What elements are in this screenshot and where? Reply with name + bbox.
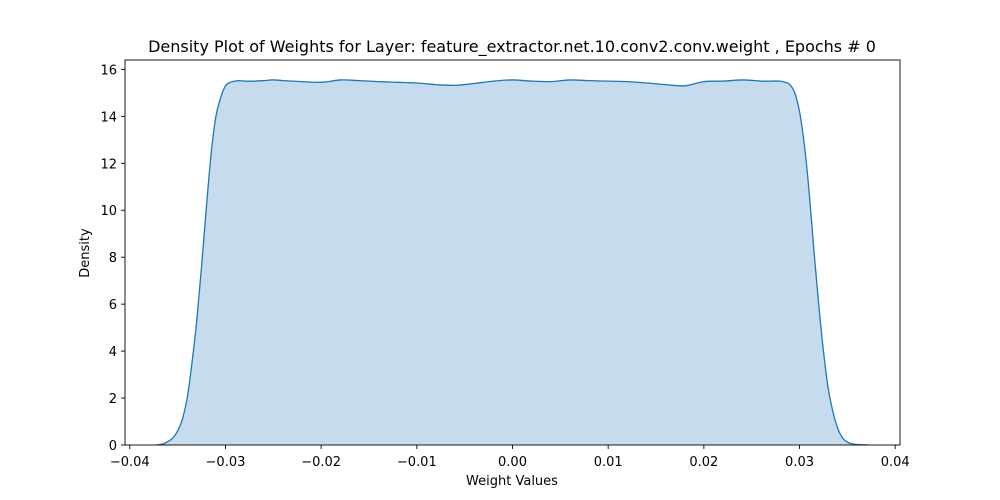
plot-area — [124, 59, 901, 446]
y-axis-label: Density — [78, 228, 93, 278]
y-tick-label: 0 — [109, 439, 117, 454]
x-axis: −0.04 −0.03 −0.02 −0.01 0.00 0.01 0.02 0.03 0.04 — [110, 445, 910, 470]
density-curve — [156, 79, 869, 446]
y-tick-label: 8 — [109, 251, 117, 266]
y-tick-label: 2 — [109, 392, 117, 407]
x-tick-label: 0.04 — [881, 455, 910, 470]
density-area-fill — [156, 79, 869, 446]
x-tick-label: −0.01 — [397, 455, 437, 470]
y-tick-label: 14 — [100, 110, 117, 125]
x-axis-label: Weight Values — [466, 474, 558, 489]
x-tick-label: 0.01 — [594, 455, 623, 470]
x-tick-label: −0.02 — [301, 455, 341, 470]
y-tick-label: 6 — [109, 298, 117, 313]
y-tick-label: 10 — [100, 204, 117, 219]
y-tick-label: 4 — [109, 345, 117, 360]
x-tick-label: 0.03 — [785, 455, 814, 470]
x-tick-label: −0.04 — [110, 455, 150, 470]
chart-title: Density Plot of Weights for Layer: featu… — [148, 37, 876, 57]
x-tick-label: 0.02 — [689, 455, 718, 470]
x-tick-label: 0.00 — [498, 455, 527, 470]
y-tick-label: 12 — [100, 157, 117, 172]
x-tick-label: −0.03 — [206, 455, 246, 470]
y-axis: 0 2 4 6 8 10 12 14 16 — [100, 63, 125, 454]
y-tick-label: 16 — [100, 63, 117, 78]
